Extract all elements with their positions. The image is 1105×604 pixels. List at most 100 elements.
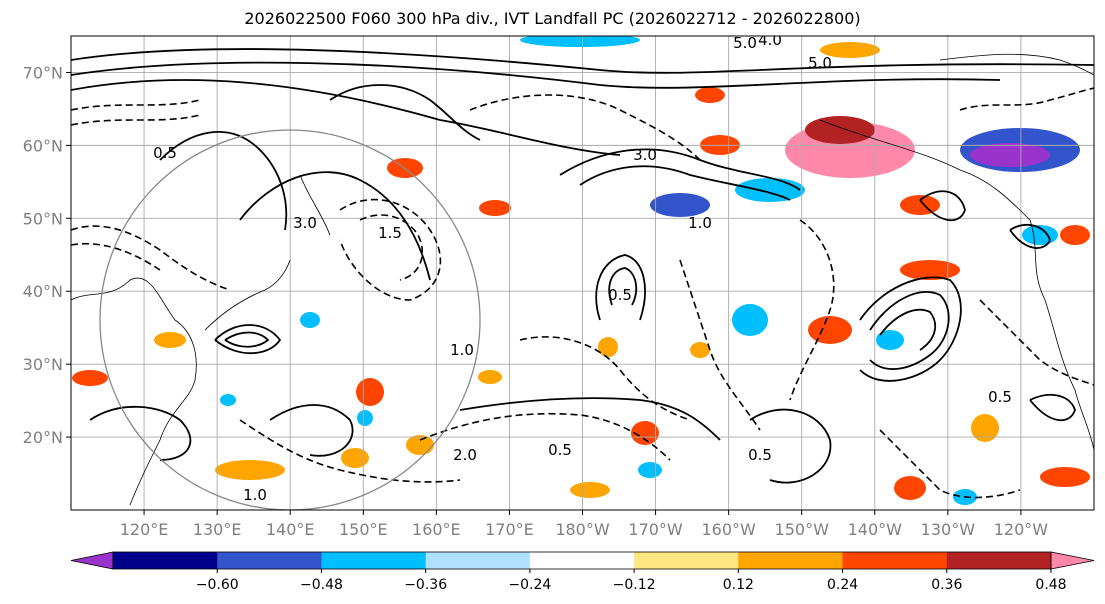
colorbar: −0.60 −0.48 −0.36 −0.24 −0.12 0.12 0.24 0.36 0.4… [70, 551, 1095, 593]
lat-label: 30°N [23, 355, 63, 374]
solid-contours [71, 48, 1094, 484]
colorbar-segment [946, 552, 1052, 569]
shade-blob [894, 476, 926, 500]
contour-label: 1.5 [378, 224, 402, 242]
contour-line [859, 276, 962, 382]
contour-line [214, 324, 282, 355]
shade-blob [638, 462, 662, 478]
colorbar-tick-label: −0.12 [613, 577, 656, 593]
contour-label: 0.5 [608, 286, 632, 304]
colorbar-segment [113, 552, 218, 569]
lon-label: 120°E [120, 520, 169, 539]
contour-line-dashed [879, 429, 1021, 499]
colorbar-segment [321, 552, 427, 569]
coastline-arctic [939, 53, 1094, 76]
shade-blob [220, 394, 236, 406]
shade-blob [478, 370, 502, 384]
coastline-japan [204, 259, 291, 331]
longitude-labels: 120°E 130°E 140°E 150°E 160°E 170°E 180°W 170°W… [120, 520, 1049, 539]
colorbar-segment [738, 552, 844, 569]
contour-line [239, 171, 431, 281]
lon-label: 160°W [701, 520, 756, 539]
colorbar-segment [634, 552, 739, 569]
shade-blob [598, 337, 618, 357]
contour-line [71, 48, 1094, 74]
shade-blob [695, 87, 725, 103]
lat-label: 60°N [23, 136, 63, 155]
map-plot-area: 5.0 4.05.03.00.51.51.03.00.51.02.0 0.50.51… [71, 31, 1094, 510]
contour-label: 1.0 [450, 341, 474, 359]
lon-label: 180°W [555, 520, 610, 539]
contour-line [869, 291, 950, 370]
shade-blob [805, 116, 875, 144]
range-circle [99, 129, 481, 510]
shading-layer [72, 36, 1090, 505]
latitude-labels: 70°N 60°N 50°N 40°N 30°N 20°N [23, 63, 63, 447]
contour-line [159, 130, 288, 231]
colorbar-tick-label: −0.24 [508, 577, 551, 593]
contour-line [1029, 393, 1076, 422]
shade-blob [1060, 225, 1090, 245]
contour-line-dashed [71, 242, 161, 271]
contour-label: 4.0 [758, 31, 782, 49]
lon-label: 120°W [994, 520, 1049, 539]
coastline-na-west [1029, 219, 1094, 451]
shade-blob [735, 178, 805, 202]
lon-label: 170°E [485, 520, 534, 539]
lat-label: 20°N [23, 428, 63, 447]
shade-blob [690, 342, 710, 358]
lat-label: 50°N [23, 209, 63, 228]
contour-line [89, 405, 192, 461]
dashed-contours [71, 87, 1094, 499]
contour-line [459, 397, 721, 441]
contour-line-dashed [469, 94, 701, 161]
contour-label: 1.0 [243, 486, 267, 504]
contour-line [1009, 223, 1051, 249]
shade-blob [479, 200, 511, 216]
shade-blob [300, 312, 320, 328]
shade-blob [876, 330, 904, 350]
lon-label: 170°W [628, 520, 683, 539]
shade-blob [406, 435, 434, 455]
map-title: 2026022500 F060 300 hPa div., IVT Landfa… [244, 9, 861, 28]
contour-label: 0.5 [988, 388, 1012, 406]
colorbar-segment [217, 552, 322, 569]
lon-label: 130°W [921, 520, 976, 539]
contour-line-dashed [71, 225, 231, 291]
contour-line [269, 404, 354, 457]
colorbar-segment [425, 552, 531, 569]
shade-blob [72, 370, 108, 386]
contour-line-dashed [71, 99, 201, 111]
contour-line-dashed [339, 198, 442, 301]
shade-blob [732, 304, 768, 336]
contour-line-dashed [959, 87, 1094, 111]
contour-line [224, 331, 270, 348]
contour-label: 0.5 [548, 441, 572, 459]
shade-blob [215, 460, 285, 480]
shade-blob [970, 143, 1050, 167]
colorbar-tick-label: −0.36 [404, 577, 447, 593]
contour-line-dashed [239, 419, 461, 483]
colorbar-frame [112, 551, 1052, 570]
contour-label: 5.0 [808, 54, 832, 72]
contour-label: 0.5 [153, 144, 177, 162]
colorbar-segment [842, 552, 948, 569]
shade-blob [356, 378, 384, 406]
shade-blob [341, 448, 369, 468]
coastline-asia [71, 277, 197, 506]
lon-label: 140°E [266, 520, 315, 539]
shade-blob [900, 195, 940, 215]
shade-blob [650, 193, 710, 217]
colorbar-extend-min [70, 551, 114, 570]
contour-line-dashed [789, 219, 835, 401]
shade-blob [631, 421, 659, 445]
contour-line [919, 190, 966, 222]
contour-label: 0.5 [748, 446, 772, 464]
colorbar-tick-label: 0.48 [1035, 577, 1066, 593]
lon-label: 150°E [339, 520, 388, 539]
contour-line [595, 254, 646, 321]
contour-label: 3.0 [293, 214, 317, 232]
contour-line-dashed [71, 114, 201, 126]
contour-line [329, 84, 481, 141]
